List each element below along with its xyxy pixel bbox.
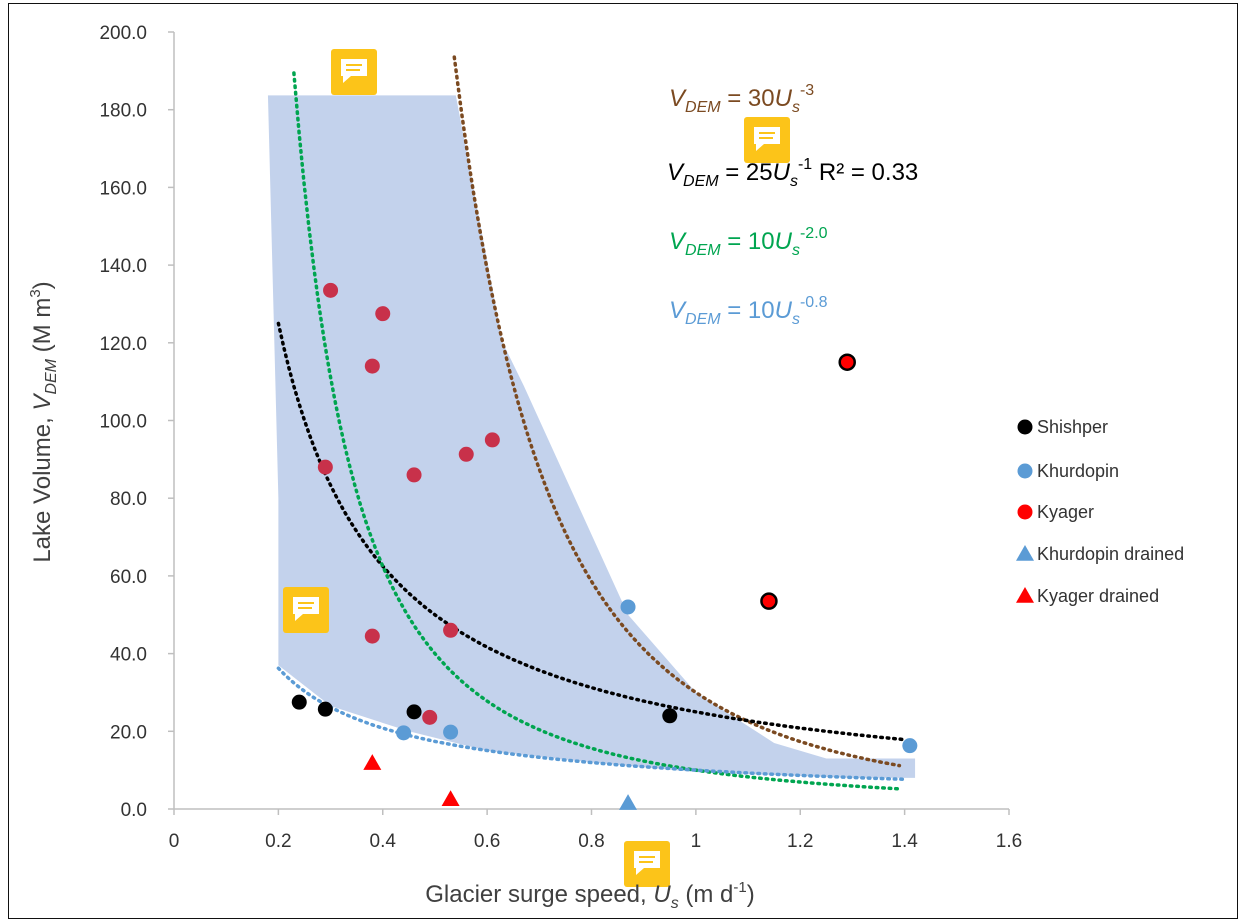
data-point-unlabeled [422, 709, 438, 725]
legend-marker [1016, 587, 1034, 603]
data-point-kyager-drained [363, 754, 382, 770]
data-point-kyager [838, 353, 856, 371]
y-tick-label: 120.0 [99, 334, 147, 355]
comment-icon[interactable] [283, 587, 329, 633]
x-tick-label: 0.8 [578, 831, 604, 852]
data-point-unlabeled [484, 432, 500, 448]
data-point-khurdopin [396, 725, 412, 741]
data-point-shishper [317, 701, 333, 717]
equation-labels-layer: VDEM = 30Us-3 VDEM = 25Us-1 R² = 0.33 VDEM… [667, 82, 918, 328]
legend-marker [1016, 545, 1034, 561]
x-tick-label: 1.2 [787, 831, 813, 852]
legend-label: Shishper [1037, 417, 1108, 437]
trendline-equation-2: VDEM = 10Us-2.0 [669, 225, 828, 259]
trendline-layer [276, 55, 907, 791]
data-point-kyager [760, 592, 778, 610]
x-axis-title: Glacier surge speed, Us (m d-1) [425, 879, 754, 912]
data-point-shishper [406, 704, 422, 720]
legend-entry: Kyager [1017, 502, 1094, 522]
x-tick-label: 1.6 [996, 831, 1022, 852]
comment-icons-layer [283, 49, 790, 887]
data-point-khurdopin [902, 738, 918, 754]
legend-marker [1017, 419, 1033, 435]
data-point-unlabeled [443, 622, 459, 638]
trendline-equation-3: VDEM = 10Us-0.8 [669, 294, 828, 328]
points-layer [291, 282, 918, 810]
comment-icon[interactable] [744, 117, 790, 163]
trendline-2 [292, 71, 902, 791]
data-point-unlabeled [364, 628, 380, 644]
y-tick-label: 60.0 [110, 567, 147, 588]
y-tick-label: 40.0 [110, 645, 147, 666]
envelope-layer [267, 95, 916, 778]
x-tick-label: 0 [169, 831, 180, 852]
y-tick-label: 20.0 [110, 722, 147, 743]
x-tick-label: 0.6 [474, 831, 500, 852]
y-tick-label: 0.0 [121, 800, 147, 821]
legend-marker [1017, 504, 1033, 520]
data-point-unlabeled [458, 446, 474, 462]
legend: Shishper Khurdopin Kyager Khurdopin drained… [1016, 417, 1184, 606]
legend-entry: Kyager drained [1016, 586, 1159, 606]
y-tick-label: 80.0 [110, 489, 147, 510]
comment-icon[interactable] [624, 841, 670, 887]
data-point-unlabeled [317, 459, 333, 475]
trendline-equation-1: VDEM = 25Us-1 R² = 0.33 [667, 156, 918, 190]
data-point-unlabeled [406, 467, 422, 483]
envelope-area [267, 95, 916, 778]
y-tick-label: 160.0 [99, 178, 147, 199]
trendline-0 [452, 55, 902, 768]
legend-label: Kyager [1037, 502, 1094, 522]
data-point-shishper [291, 694, 307, 710]
trendline-3 [276, 666, 907, 782]
trendline-equation-0: VDEM = 30Us-3 [669, 82, 814, 116]
data-point-khurdopin [620, 599, 636, 615]
data-point-khurdopin-drained [619, 794, 638, 810]
data-point-khurdopin [443, 724, 459, 740]
legend-entry: Khurdopin drained [1016, 544, 1184, 564]
data-point-unlabeled [323, 282, 339, 298]
data-point-kyager-drained [441, 790, 460, 807]
y-tick-label: 200.0 [99, 23, 147, 44]
legend-entry: Khurdopin [1017, 461, 1119, 481]
legend-label: Kyager drained [1037, 586, 1159, 606]
comment-icon[interactable] [331, 49, 377, 95]
x-tick-label: 0.4 [370, 831, 397, 852]
y-tick-label: 180.0 [99, 101, 147, 122]
x-tick-label: 1.4 [891, 831, 918, 852]
legend-marker [1017, 463, 1033, 479]
y-axis-title: Lake Volume, VDEM (M m3) [27, 281, 60, 562]
legend-label: Khurdopin [1037, 461, 1119, 481]
data-point-unlabeled [364, 358, 380, 374]
x-tick-label: 1 [691, 831, 702, 852]
data-point-shishper [662, 708, 678, 724]
legend-label: Khurdopin drained [1037, 544, 1184, 564]
axes-layer: 0 0.2 0.4 0.6 0.8 1 1.2 1.4 1.6 0.0 20.0 40.0 60.0 80… [99, 23, 1022, 852]
legend-entry: Shishper [1017, 417, 1108, 437]
x-tick-label: 0.2 [265, 831, 291, 852]
y-tick-label: 140.0 [99, 256, 147, 277]
y-tick-label: 100.0 [99, 412, 147, 433]
data-point-unlabeled [375, 306, 391, 322]
chart-frame [8, 3, 1238, 919]
